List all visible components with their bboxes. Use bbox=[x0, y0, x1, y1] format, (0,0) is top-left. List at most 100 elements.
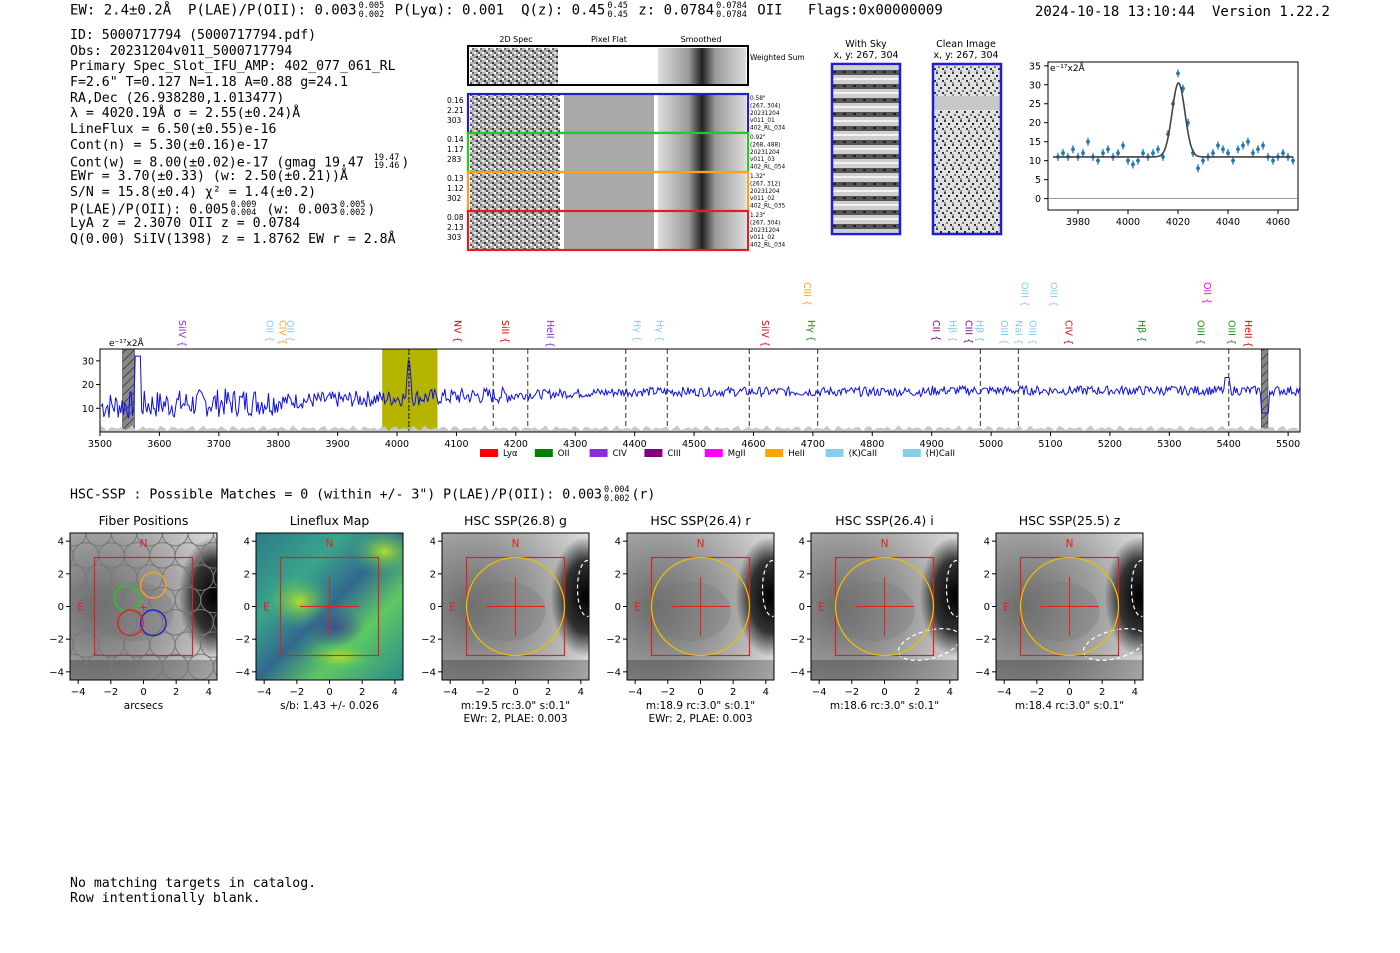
emission-line-label: OIII { bbox=[1048, 282, 1059, 307]
fiber-highlight bbox=[139, 609, 167, 637]
fit-point bbox=[1131, 162, 1135, 167]
panel-xtick: 0 bbox=[881, 687, 887, 698]
panel-ytick: −2 bbox=[975, 635, 990, 646]
cutout-val: 2.21 bbox=[447, 106, 464, 115]
emission-line-label: Hβ { bbox=[1135, 320, 1146, 342]
fit-ytick: 20 bbox=[1029, 118, 1041, 129]
panel-caption: arcsecs bbox=[124, 700, 163, 712]
fit-point bbox=[1226, 151, 1230, 155]
catalog-ellipse bbox=[897, 628, 958, 661]
panel-xtick: 0 bbox=[1066, 687, 1072, 698]
spec-xtick: 3600 bbox=[147, 439, 171, 450]
fiber-circle bbox=[212, 568, 217, 588]
info-plae-w-errors: 0.005 0.002 bbox=[339, 199, 366, 219]
emission-line-label: OII { bbox=[284, 320, 295, 342]
north-label: N bbox=[697, 538, 705, 550]
clean-title: Clean Image bbox=[936, 39, 996, 50]
fit-point bbox=[1161, 154, 1165, 159]
fit-point bbox=[1196, 166, 1200, 171]
panel-ytick: −2 bbox=[421, 635, 436, 646]
spec-xtick: 3500 bbox=[88, 439, 112, 450]
cutout-meta: 0.58" bbox=[750, 96, 766, 102]
cutout-val: 0.16 bbox=[447, 96, 464, 105]
spec-xtick: 5200 bbox=[1098, 439, 1122, 450]
hsc-panel-3: HSC SSP(26.8) g N E −4 −4 −2 −2 0 0 2 2 4 4 m:19.5 rc… bbox=[421, 513, 590, 725]
spec-xtick: 4400 bbox=[623, 439, 647, 450]
panel-ytick: 0 bbox=[799, 602, 805, 613]
spec-xtick: 5100 bbox=[1038, 439, 1062, 450]
fiber-circle bbox=[212, 612, 217, 632]
search-box bbox=[93, 556, 194, 657]
spec-xtick: 3900 bbox=[326, 439, 350, 450]
fit-point bbox=[1181, 86, 1185, 91]
info-contn: Cont(n) = 5.30(±0.16)e-17 bbox=[70, 137, 269, 153]
panel-ytick: 2 bbox=[799, 569, 805, 580]
spectrum-line bbox=[100, 355, 1301, 419]
full-spectrum-chart: 3500 3600 3700 3800 3900 4000 4100 4200 4300 4400… bbox=[82, 282, 1301, 459]
fit-point bbox=[1176, 71, 1180, 76]
col-2d-spec: 2D Spec bbox=[499, 35, 532, 44]
panel-caption-2: EWr: 2, PLAE: 0.003 bbox=[463, 713, 567, 725]
aperture-circle bbox=[834, 556, 935, 657]
header-qz-errors: 0.45 0.45 bbox=[607, 1, 628, 20]
panel-ytick: 2 bbox=[244, 569, 250, 580]
panel-ytick: −2 bbox=[49, 635, 64, 646]
fit-ytick: 5 bbox=[1035, 175, 1041, 186]
panel-ytick: 0 bbox=[984, 602, 990, 613]
east-label: E bbox=[263, 602, 270, 614]
fit-xtick: 4060 bbox=[1266, 217, 1290, 228]
panel-caption: m:18.6 rc:3.0" s:0.1" bbox=[830, 700, 939, 712]
fit-xtick: 3980 bbox=[1066, 217, 1090, 228]
cutout-meta: 402_RL_035 bbox=[750, 204, 785, 210]
panel-xtick: 4 bbox=[578, 687, 584, 698]
spec-xtick: 4300 bbox=[563, 439, 587, 450]
spec-xtick: 4700 bbox=[801, 439, 825, 450]
catalog-footer: No matching targets in catalog. Row inte… bbox=[70, 876, 316, 906]
emission-line-label: OIII { bbox=[1018, 282, 1029, 307]
info-lya: LyA z = 2.3070 OII z = 0.0784 bbox=[70, 216, 301, 232]
fit-point bbox=[1101, 151, 1105, 155]
cutout-meta: (267, 304) bbox=[750, 220, 780, 226]
hsc-panel-1: Fiber Positions + N E −4 −4 −2 −2 0 0 2 2 4 4 arcsecs bbox=[49, 513, 218, 712]
north-label: N bbox=[1066, 538, 1074, 550]
weighted-sum-label: Weighted Sum bbox=[750, 53, 805, 62]
weighted-sum-row: Weighted Sum bbox=[467, 45, 805, 86]
cutout-meta: 402_RL_034 bbox=[750, 126, 785, 132]
header-z: z: 0.0784 bbox=[638, 2, 715, 19]
panel-xtick: −4 bbox=[257, 687, 272, 698]
panel-ytick: 4 bbox=[799, 537, 805, 548]
fit-unit-label: e⁻¹⁷x2Å bbox=[1050, 62, 1086, 74]
aperture-circle bbox=[650, 556, 751, 657]
panel-xtick: 4 bbox=[206, 687, 212, 698]
hsc-panel-5: HSC SSP(26.4) i N E −4 −4 −2 −2 0 0 2 2 4 4 m:18.6 rc… bbox=[790, 513, 959, 712]
catalog-ellipse bbox=[576, 559, 589, 618]
fit-point bbox=[1241, 143, 1245, 148]
panel-xtick: 4 bbox=[947, 687, 953, 698]
info-lineflux: LineFlux = 6.50(±0.55)e-16 bbox=[70, 122, 277, 138]
emission-line-label: Hγ { bbox=[805, 320, 816, 342]
legend-swatch bbox=[902, 449, 921, 457]
emission-line-label: HeII { bbox=[1242, 320, 1253, 348]
fit-ytick: 25 bbox=[1029, 99, 1041, 110]
fit-point bbox=[1106, 147, 1110, 152]
spec-xtick: 4800 bbox=[860, 439, 884, 450]
catalog-ellipse bbox=[1082, 628, 1143, 661]
legend-swatch bbox=[480, 449, 498, 457]
emission-line-label: CIII { bbox=[801, 282, 812, 306]
spec-xtick: 4900 bbox=[920, 439, 944, 450]
panel-xtick: −2 bbox=[289, 687, 304, 698]
cutout-meta: 0.92" bbox=[750, 135, 766, 141]
fit-point bbox=[1121, 143, 1125, 148]
cutout-meta: 20231204 bbox=[750, 111, 780, 117]
legend-label: (K)CaII bbox=[849, 449, 877, 459]
header-version: Version 1.22.2 bbox=[1211, 4, 1330, 20]
info-plae-errors: 0.009 0.004 bbox=[230, 199, 257, 219]
panel-ytick: −4 bbox=[421, 667, 436, 678]
hsc-panels: Fiber Positions + N E −4 −4 −2 −2 0 0 2 2 4 4 arcsecs L… bbox=[49, 513, 1144, 725]
header-plae-errors: 0.005 0.002 bbox=[358, 1, 385, 20]
spec-ytick: 30 bbox=[82, 356, 94, 367]
legend-swatch bbox=[765, 449, 784, 457]
emission-line-label: Hβ { bbox=[973, 320, 984, 342]
panel-xtick: −4 bbox=[997, 687, 1012, 698]
